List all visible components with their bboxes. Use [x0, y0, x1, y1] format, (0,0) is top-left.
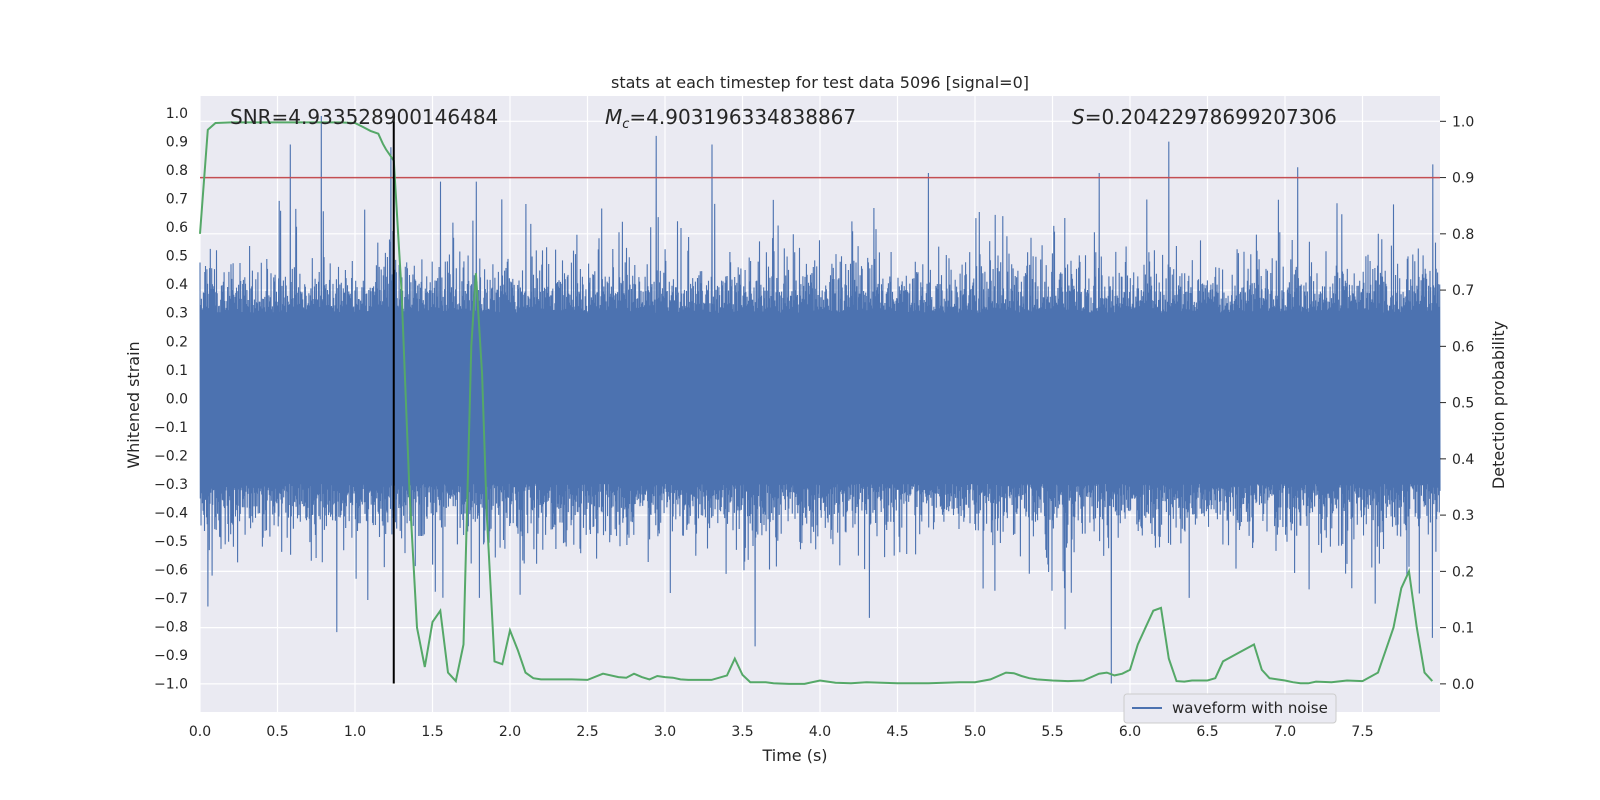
x-tick-label: 7.0	[1274, 724, 1296, 740]
mc-value: =4.903196334838867	[629, 105, 856, 129]
x-tick-label: 6.0	[1119, 724, 1141, 740]
y-left-tick-label: 0.4	[166, 277, 188, 293]
x-tick-label: 6.5	[1196, 724, 1218, 740]
x-tick-label: 4.5	[886, 724, 908, 740]
y-left-tick-label: −0.9	[154, 648, 188, 664]
y-left-axis-label: Whitened strain	[124, 341, 143, 468]
x-axis-ticks: 0.0 0.5 1.0 1.5 2.0 2.5 3.0 3.5 4.0 4.5 5.0 5.5 6.0 6…	[189, 724, 1374, 740]
y-left-tick-label: 0.8	[166, 163, 188, 179]
y-right-tick-label: 0.2	[1452, 564, 1474, 580]
y-left-axis-ticks: 1.0 0.9 0.8 0.7 0.6 0.5 0.4 0.3 0.2 0.1 0.0 −0.1 −0.…	[154, 106, 188, 692]
legend-box	[1123, 693, 1337, 724]
y-right-tick-label: 0.0	[1452, 677, 1474, 693]
legend-entry-waveform: waveform with noise	[1172, 699, 1328, 717]
y-left-tick-label: −0.8	[154, 619, 188, 635]
waveform-line	[199, 115, 1441, 684]
y-right-tick-label: 0.1	[1452, 621, 1474, 637]
x-tick-label: 7.5	[1351, 724, 1373, 740]
y-right-axis-ticks: 1.0 0.9 0.8 0.7 0.6 0.5 0.4 0.3 0.2 0.1 0.0	[1440, 114, 1474, 693]
waveform-with-noise-series	[199, 115, 1441, 684]
y-right-tick-label: 0.7	[1452, 283, 1474, 299]
s-value: =0.20422978699207306	[1085, 105, 1337, 129]
mc-subscript: c	[622, 117, 629, 132]
y-left-tick-label: 0.2	[166, 334, 188, 350]
y-right-tick-label: 0.4	[1452, 452, 1474, 468]
x-tick-label: 3.0	[654, 724, 676, 740]
y-left-tick-label: −1.0	[154, 676, 188, 692]
detection-probability-line	[199, 121, 1434, 685]
y-left-tick-label: −0.6	[154, 562, 188, 578]
y-left-tick-label: −0.1	[154, 420, 188, 436]
y-right-tick-label: 0.5	[1452, 396, 1474, 412]
x-tick-label: 0.0	[189, 724, 211, 740]
s-annotation: S=0.20422978699207306	[1072, 105, 1337, 129]
x-tick-label: 5.0	[964, 724, 986, 740]
y-left-tick-label: 1.0	[166, 106, 188, 122]
y-left-tick-label: 0.6	[166, 220, 188, 236]
x-tick-label: 3.5	[731, 724, 753, 740]
y-left-tick-label: 0.3	[166, 306, 188, 322]
x-tick-label: 4.0	[809, 724, 831, 740]
chart-title: stats at each timestep for test data 509…	[611, 73, 1029, 92]
y-left-tick-label: 0.7	[166, 192, 188, 208]
y-left-tick-label: −0.7	[154, 591, 188, 607]
y-left-tick-label: −0.3	[154, 477, 188, 493]
y-right-tick-label: 0.3	[1452, 508, 1474, 524]
legend: waveform with noise	[1123, 693, 1337, 724]
snr-annotation: SNR=4.933528900146484	[230, 105, 498, 129]
y-right-axis-label: Detection probability	[1489, 321, 1508, 489]
x-tick-label: 2.0	[499, 724, 521, 740]
x-tick-label: 2.5	[576, 724, 598, 740]
detection-probability-series	[199, 121, 1434, 685]
y-left-tick-label: −0.4	[154, 505, 188, 521]
y-left-tick-label: 0.9	[166, 135, 188, 151]
y-left-tick-label: 0.1	[166, 363, 188, 379]
y-left-tick-label: −0.2	[154, 448, 188, 464]
x-tick-label: 5.5	[1041, 724, 1063, 740]
chirp-mass-annotation: Mc=4.903196334838867	[605, 105, 856, 132]
x-tick-label: 1.0	[344, 724, 366, 740]
y-left-tick-label: 0.0	[166, 391, 188, 407]
mc-symbol: M	[605, 105, 622, 129]
y-right-tick-label: 0.8	[1452, 227, 1474, 243]
y-left-tick-label: 0.5	[166, 249, 188, 265]
y-right-tick-label: 0.9	[1452, 171, 1474, 187]
x-tick-label: 1.5	[421, 724, 443, 740]
x-tick-label: 0.5	[266, 724, 288, 740]
y-right-tick-label: 1.0	[1452, 114, 1474, 130]
y-right-tick-label: 0.6	[1452, 339, 1474, 355]
y-left-tick-label: −0.5	[154, 534, 188, 550]
s-symbol: S	[1072, 105, 1085, 129]
x-axis-label: Time (s)	[761, 746, 827, 765]
